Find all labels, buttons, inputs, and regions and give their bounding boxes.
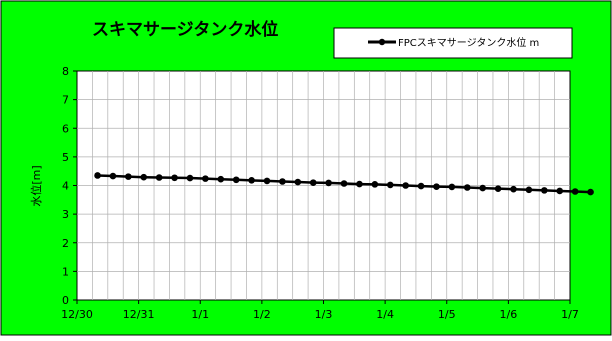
data-point bbox=[386, 181, 394, 189]
data-point bbox=[356, 180, 363, 188]
data-point bbox=[309, 179, 317, 186]
y-tick-label: 1 bbox=[62, 265, 69, 278]
data-point bbox=[325, 179, 332, 187]
data-point bbox=[171, 174, 178, 182]
data-point bbox=[232, 176, 240, 184]
y-tick-label: 0 bbox=[62, 294, 69, 307]
y-axis-ticks: 0 1 2 3 4 5 6 7 8 bbox=[62, 65, 77, 307]
x-tick-label: 1/4 bbox=[376, 308, 394, 321]
data-point bbox=[571, 188, 579, 195]
data-point bbox=[448, 183, 456, 191]
data-point bbox=[340, 180, 348, 187]
y-tick-label: 2 bbox=[62, 237, 69, 250]
data-point bbox=[248, 177, 255, 184]
data-point bbox=[294, 178, 302, 186]
data-point bbox=[510, 185, 517, 193]
data-point bbox=[525, 186, 533, 194]
data-point bbox=[109, 172, 117, 180]
y-tick-label: 7 bbox=[62, 94, 69, 107]
grid bbox=[77, 71, 570, 300]
y-tick-label: 4 bbox=[62, 180, 69, 193]
legend: FPCスキマサージタンク水位 m bbox=[333, 27, 573, 59]
y-tick-label: 8 bbox=[62, 65, 69, 78]
y-tick-label: 6 bbox=[62, 122, 69, 135]
x-tick-label: 1/1 bbox=[191, 308, 209, 321]
data-point bbox=[463, 184, 471, 191]
x-tick-label: 12/30 bbox=[61, 308, 93, 321]
x-tick-label: 1/7 bbox=[561, 308, 579, 321]
data-point bbox=[494, 185, 502, 192]
data-point bbox=[556, 187, 564, 195]
y-axis-label: 水位[m] bbox=[29, 165, 43, 206]
data-point bbox=[186, 174, 194, 182]
y-tick-label: 3 bbox=[62, 208, 69, 221]
data-point bbox=[479, 184, 487, 192]
data-point bbox=[217, 175, 225, 183]
data-point bbox=[402, 182, 409, 189]
data-point bbox=[94, 172, 101, 179]
x-tick-label: 1/5 bbox=[438, 308, 456, 321]
x-tick-label: 1/2 bbox=[253, 308, 271, 321]
data-point bbox=[587, 188, 594, 196]
series-group bbox=[94, 172, 594, 196]
x-axis-ticks: 12/30 12/31 1/1 1/2 1/3 1/4 1/5 1/6 1/7 bbox=[61, 300, 579, 321]
data-point bbox=[140, 173, 148, 181]
data-point bbox=[433, 183, 440, 190]
data-point bbox=[417, 182, 425, 190]
data-point bbox=[155, 174, 163, 181]
y-tick-label: 5 bbox=[62, 151, 69, 164]
legend-label: FPCスキマサージタンク水位 m bbox=[398, 36, 539, 49]
data-point bbox=[541, 187, 548, 194]
data-point bbox=[371, 181, 379, 188]
x-tick-label: 1/3 bbox=[315, 308, 333, 321]
x-tick-label: 12/31 bbox=[123, 308, 155, 321]
data-point bbox=[202, 175, 209, 182]
data-point bbox=[279, 178, 286, 185]
chart-title: スキマサージタンク水位 bbox=[92, 19, 278, 40]
data-point bbox=[263, 177, 271, 185]
data-point bbox=[125, 173, 132, 180]
legend-marker bbox=[378, 38, 386, 46]
x-tick-label: 1/6 bbox=[500, 308, 518, 321]
